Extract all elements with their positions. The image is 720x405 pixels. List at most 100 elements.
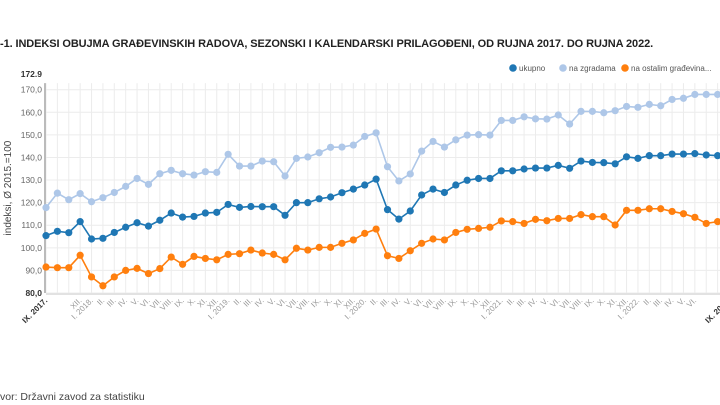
data-point bbox=[281, 211, 289, 219]
data-point bbox=[361, 181, 369, 189]
data-point bbox=[213, 208, 221, 216]
data-point bbox=[326, 193, 335, 201]
data-point bbox=[509, 167, 517, 175]
data-point bbox=[110, 228, 118, 237]
data-point bbox=[395, 177, 403, 185]
data-point bbox=[588, 213, 597, 221]
data-point bbox=[167, 209, 175, 217]
x-tick-label: V. bbox=[266, 296, 277, 307]
data-point bbox=[566, 164, 574, 172]
data-point bbox=[679, 210, 688, 218]
data-point bbox=[110, 188, 118, 197]
data-point bbox=[281, 256, 289, 264]
x-tick-label: IV. bbox=[390, 296, 403, 309]
data-point bbox=[315, 149, 323, 157]
x-tick-label: V. bbox=[129, 296, 140, 307]
data-point bbox=[156, 170, 164, 178]
data-point bbox=[144, 222, 153, 230]
data-point bbox=[486, 174, 494, 183]
data-point bbox=[577, 107, 585, 115]
data-point bbox=[235, 203, 244, 211]
data-point bbox=[543, 115, 551, 123]
data-point bbox=[201, 209, 209, 217]
data-point bbox=[42, 263, 50, 271]
data-point bbox=[133, 174, 141, 183]
data-point bbox=[42, 232, 50, 240]
data-point bbox=[179, 260, 187, 268]
data-point bbox=[122, 266, 130, 275]
x-tick-label: X. bbox=[459, 296, 471, 308]
data-point bbox=[714, 218, 720, 226]
x-tick-label: IX. bbox=[583, 296, 596, 309]
y-tick-label: 170,0 bbox=[21, 85, 43, 95]
data-point bbox=[691, 213, 699, 221]
data-point bbox=[315, 195, 323, 203]
x-tick-label: II. bbox=[505, 296, 516, 307]
data-point bbox=[588, 158, 597, 167]
data-point bbox=[634, 206, 642, 214]
data-point bbox=[463, 176, 471, 184]
series-ukupno bbox=[42, 150, 720, 243]
x-tick-label: IX. bbox=[309, 296, 322, 309]
x-tick-label: IV. bbox=[526, 296, 539, 309]
data-point bbox=[53, 189, 61, 197]
data-point bbox=[566, 120, 574, 128]
data-point bbox=[133, 264, 141, 272]
data-point bbox=[76, 218, 84, 226]
data-point bbox=[167, 253, 175, 261]
data-point bbox=[429, 185, 437, 193]
x-tick-label: IX. bbox=[446, 296, 459, 309]
x-tick-label: V. bbox=[676, 296, 687, 307]
data-point bbox=[326, 243, 335, 251]
x-tick-label: VIII. bbox=[158, 296, 174, 312]
data-point bbox=[440, 236, 449, 244]
legend-marker bbox=[621, 64, 629, 72]
data-point bbox=[657, 102, 665, 110]
data-point bbox=[691, 150, 699, 158]
data-point bbox=[76, 251, 84, 259]
x-tick-label: II. bbox=[368, 296, 379, 307]
y-tick-label: 130,0 bbox=[21, 175, 43, 185]
series-na-zgradama bbox=[42, 90, 720, 212]
data-point bbox=[201, 168, 209, 176]
data-point bbox=[372, 175, 380, 183]
data-point bbox=[611, 221, 619, 229]
x-tick-label: IV. bbox=[663, 296, 676, 309]
data-point bbox=[657, 205, 665, 213]
data-point bbox=[122, 223, 130, 231]
data-point bbox=[531, 215, 540, 223]
data-point bbox=[372, 225, 380, 233]
data-point bbox=[634, 154, 642, 162]
data-point bbox=[486, 223, 494, 231]
data-point bbox=[53, 264, 61, 272]
data-point bbox=[474, 174, 483, 183]
data-point bbox=[406, 170, 414, 178]
data-point bbox=[588, 107, 597, 115]
data-point bbox=[190, 252, 198, 261]
series-na-ostalim-gra-evina- bbox=[42, 205, 720, 290]
data-point bbox=[65, 196, 73, 204]
data-point bbox=[361, 229, 369, 237]
data-point bbox=[429, 235, 437, 243]
data-point bbox=[179, 170, 187, 178]
legend-label: na ostalim građevina... bbox=[631, 64, 712, 73]
data-point bbox=[429, 137, 437, 146]
data-point bbox=[167, 166, 175, 174]
data-point bbox=[179, 213, 187, 221]
data-point bbox=[201, 254, 209, 263]
data-point bbox=[531, 164, 540, 172]
y-tick-label: 160,0 bbox=[21, 107, 43, 117]
data-point bbox=[566, 214, 574, 223]
data-point bbox=[42, 204, 50, 212]
data-point bbox=[247, 202, 255, 211]
y-tick-label: 80,0 bbox=[25, 288, 42, 298]
data-point bbox=[224, 150, 232, 158]
data-point bbox=[600, 159, 608, 167]
data-point bbox=[668, 95, 676, 104]
x-tick-label: VIII. bbox=[431, 296, 447, 312]
data-point bbox=[304, 153, 312, 161]
x-tick-label: IX. bbox=[173, 296, 186, 309]
data-point bbox=[702, 151, 710, 159]
data-point bbox=[634, 103, 642, 111]
data-point bbox=[304, 246, 312, 254]
